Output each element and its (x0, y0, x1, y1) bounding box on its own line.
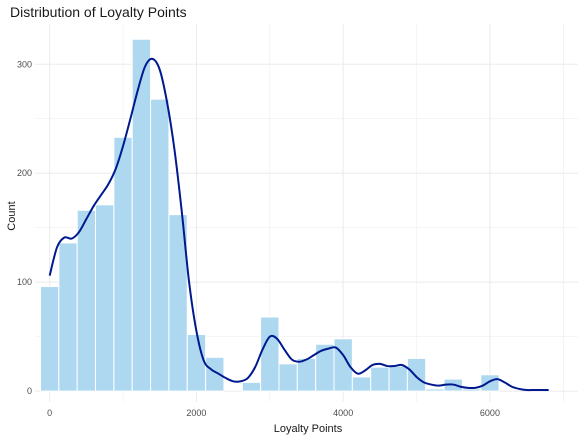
tick-labels: 0 2000 4000 6000 0 100 200 300 (17, 59, 500, 418)
histogram-bar (260, 316, 280, 392)
histogram-bar (461, 388, 482, 392)
y-tick-label: 200 (17, 168, 32, 178)
histogram-bar (370, 366, 390, 392)
x-tick-label: 0 (47, 408, 52, 418)
histogram-bar (480, 374, 500, 392)
histogram-bar (76, 209, 97, 392)
y-tick-label: 300 (17, 59, 32, 69)
histogram-bar (205, 356, 225, 392)
histogram-bar (40, 286, 60, 392)
histogram-bar (95, 204, 115, 392)
histogram-bar (113, 136, 133, 392)
density-curve (48, 57, 549, 392)
histogram-bar (186, 333, 207, 392)
x-tick-label: 2000 (186, 408, 206, 418)
y-tick-label: 100 (17, 277, 32, 287)
histogram-bar (241, 381, 262, 392)
histogram-bar (278, 363, 298, 392)
chart-title: Distribution of Loyalty Points (10, 4, 187, 20)
histogram-bar (150, 98, 170, 392)
y-tick-label: 0 (27, 386, 32, 396)
histogram-bars (40, 38, 500, 392)
histogram-bar (333, 338, 353, 392)
y-axis-label: Count (6, 201, 18, 230)
density-curve-layer (48, 57, 549, 392)
histogram-bar (351, 376, 372, 392)
histogram-bar (168, 214, 188, 392)
histogram-bar (131, 38, 152, 392)
histogram-bar (296, 357, 317, 392)
histogram-bar (425, 388, 445, 392)
histogram-bar (388, 365, 408, 392)
histogram-bar (406, 357, 427, 392)
x-tick-label: 4000 (333, 408, 353, 418)
x-tick-label: 6000 (480, 408, 500, 418)
x-axis-label: Loyalty Points (274, 423, 343, 435)
histogram-bar (58, 242, 78, 392)
